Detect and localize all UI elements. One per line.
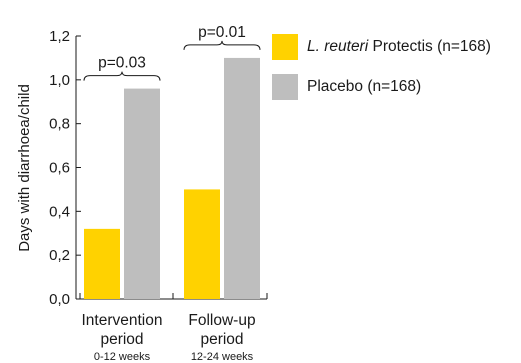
legend-item-l-reuteri: L. reuteri Protectis (n=168) <box>272 34 491 60</box>
bar <box>124 88 160 299</box>
p-value-label: p=0.03 <box>98 55 146 72</box>
legend-swatch-l-reuteri <box>272 34 298 60</box>
legend-swatch-placebo <box>272 74 298 100</box>
bars <box>84 57 260 299</box>
y-tick-label: 1,2 <box>49 28 70 45</box>
y-tick-label: 0,0 <box>49 291 70 308</box>
legend-item-placebo: Placebo (n=168) <box>272 74 491 100</box>
legend-label-placebo: Placebo (n=168) <box>307 78 422 95</box>
y-tick-label: 0,4 <box>49 203 70 220</box>
legend-label-l-reuteri: L. reuteri Protectis (n=168) <box>307 38 491 55</box>
y-axis: 0,0 0,2 0,4 0,6 0,8 1,0 1,2 <box>49 28 81 308</box>
x-category-label: Follow-up <box>188 312 255 329</box>
y-axis-title: Days with diarrhoea/child <box>16 84 33 252</box>
significance-brace <box>183 40 261 50</box>
y-tick-label: 0,8 <box>49 116 70 133</box>
y-tick-label: 0,6 <box>49 160 70 177</box>
x-category-label: period <box>100 331 143 348</box>
x-category-sublabel: 12-24 weeks <box>191 351 254 363</box>
legend: L. reuteri Protectis (n=168) Placebo (n=… <box>272 34 491 114</box>
x-axis: Intervention period 0-12 weeks Follow-up per… <box>79 293 268 363</box>
bar <box>184 189 220 299</box>
significance-brace <box>83 71 161 81</box>
bar <box>224 57 260 299</box>
x-category-label: period <box>200 331 243 348</box>
y-tick-label: 0,2 <box>49 247 70 264</box>
bar <box>84 228 120 299</box>
p-value-label: p=0.01 <box>198 24 246 41</box>
y-tick-label: 1,0 <box>49 72 70 89</box>
x-category-sublabel: 0-12 weeks <box>94 351 151 363</box>
x-category-label: Intervention <box>82 312 163 329</box>
annotations: p=0.03 p=0.01 <box>83 24 261 81</box>
